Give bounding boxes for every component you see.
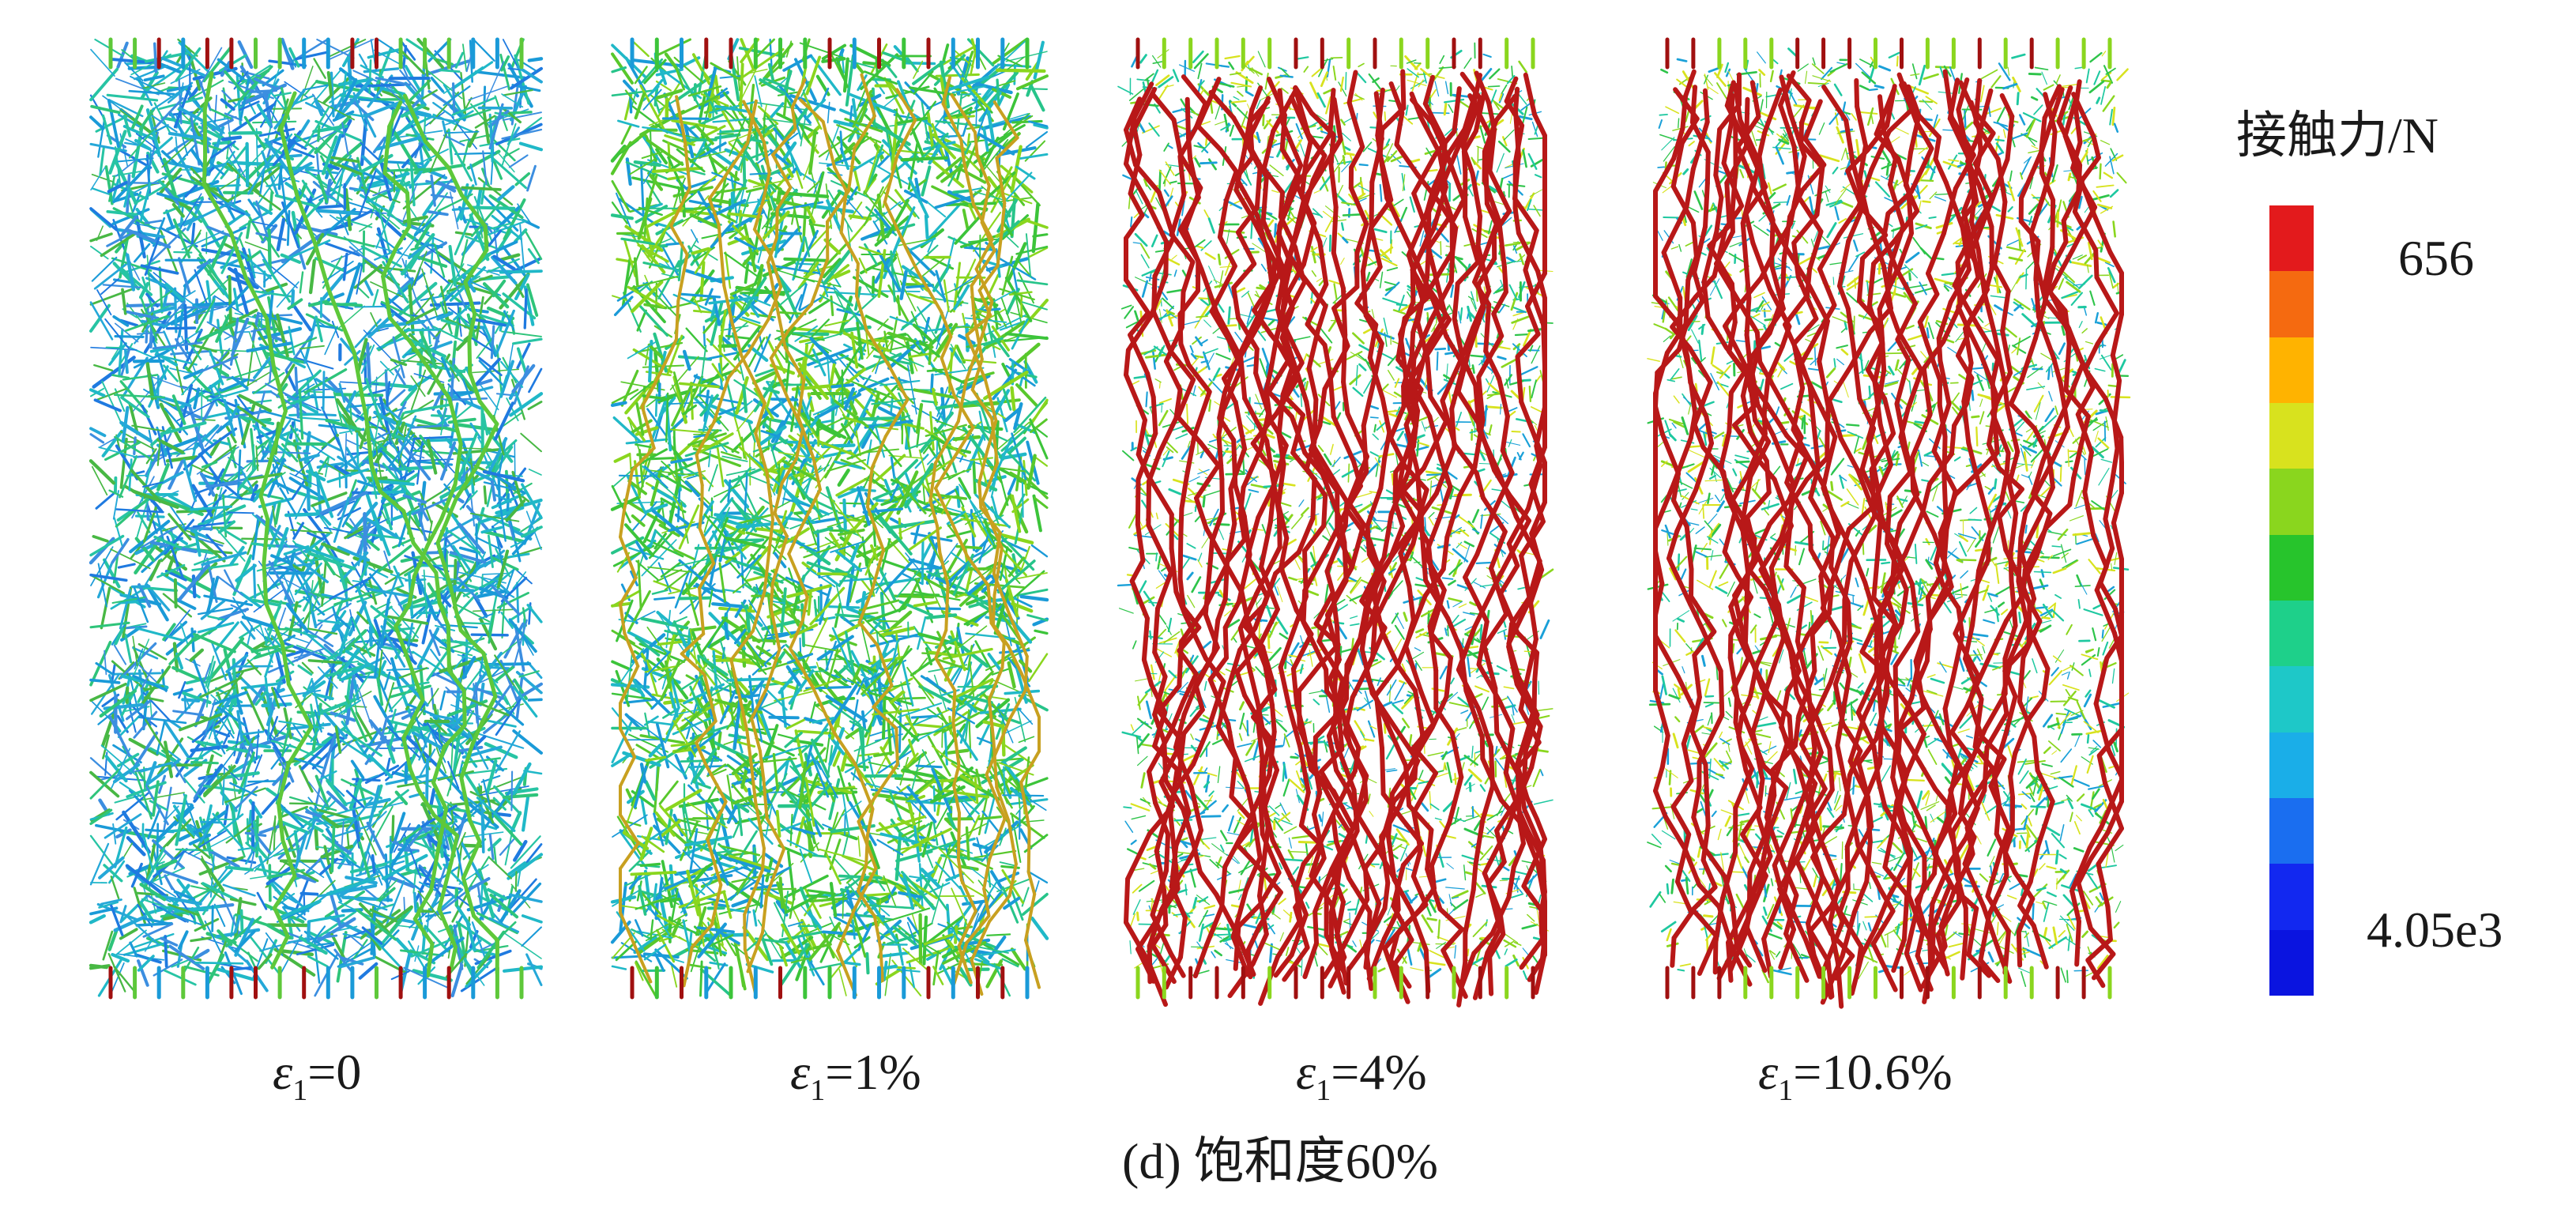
colorbar-segment <box>2269 402 2314 469</box>
force-network-panel-strain-10-6 <box>1644 24 2133 1011</box>
figure-caption: (d) 饱和度60% <box>1122 1133 1438 1189</box>
force-network-panel-strain-0 <box>87 24 545 1011</box>
force-network-image <box>1117 37 1554 1008</box>
colorbar-segment <box>2269 666 2314 733</box>
force-network-panel-strain-4 <box>1114 24 1557 1011</box>
legend-title: 接触力/N <box>2236 107 2439 164</box>
colorbar <box>2269 205 2314 996</box>
colorbar-segment <box>2269 797 2314 864</box>
strain-label: ε1=4% <box>1296 1044 1427 1107</box>
colorbar-segment <box>2269 469 2314 535</box>
colorbar-segment <box>2269 600 2314 667</box>
legend-max-label: 656 <box>2398 230 2474 286</box>
strain-label: ε1=1% <box>790 1044 921 1107</box>
colorbar-segment <box>2269 732 2314 798</box>
force-network-image <box>610 37 1049 1000</box>
colorbar-segment <box>2269 337 2314 403</box>
colorbar-segment <box>2269 271 2314 337</box>
colorbar-segment <box>2269 864 2314 930</box>
strain-label: ε1=10.6% <box>1758 1044 1953 1107</box>
legend-min-label: 4.05e3 <box>2367 902 2503 958</box>
force-network-panel-strain-1 <box>608 24 1051 1011</box>
force-network-image <box>1647 37 2131 1009</box>
colorbar-segment <box>2269 929 2314 996</box>
strain-label: ε1=0 <box>273 1044 362 1107</box>
colorbar-segment <box>2269 205 2314 272</box>
force-network-image <box>89 37 544 1000</box>
colorbar-segment <box>2269 534 2314 601</box>
